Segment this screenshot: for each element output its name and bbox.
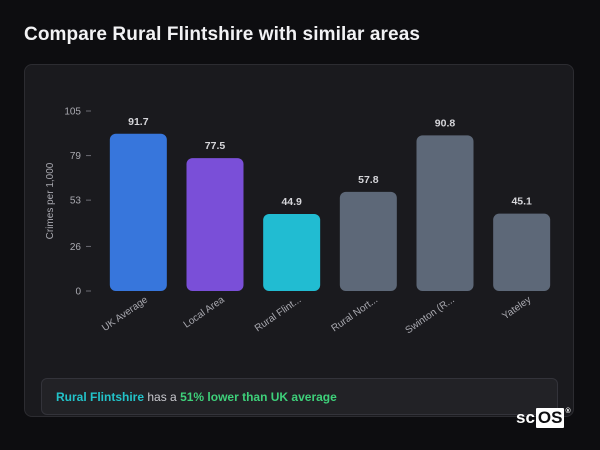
comparison-card: Crimes per 1,000 0 26 53 79 105 91.7 UK Average… [24,64,574,417]
page-title: Compare Rural Flintshire with similar ar… [24,24,421,45]
y-axis-label: Crimes per 1,000 [45,162,56,239]
y-tick-label: 0 [75,287,81,298]
y-tick-label: 79 [70,151,82,162]
data-label: 44.9 [281,196,302,208]
x-tick-label: Swinton (R... [404,294,457,336]
x-tick-label: Yateley [500,294,533,322]
brand-logo: sc OS ® [516,408,571,428]
brand-logo-boxed: OS [535,408,565,428]
summary-banner: Rural Flintshire has a 51% lower than UK… [41,378,558,415]
x-tick-label: UK Average [100,294,150,334]
data-label: 90.8 [435,117,456,129]
crime-bar-chart: Crimes per 1,000 0 26 53 79 105 91.7 UK Average… [45,107,551,336]
bar [186,158,244,291]
summary-stat: 51% lower than UK average [180,389,337,404]
x-tick-label: Local Area [182,294,227,330]
y-tick-label: 105 [64,107,81,118]
bar [339,191,397,291]
x-tick-label: Rural Nort... [330,294,380,334]
y-tick-label: 53 [70,196,82,207]
summary-connector-text: has a [147,389,177,404]
data-label: 45.1 [511,196,532,208]
data-label: 77.5 [205,140,226,152]
bar [493,213,551,291]
brand-logo-prefix: sc [516,408,535,427]
data-label: 91.7 [128,116,149,128]
brand-registered-mark: ® [565,408,571,415]
data-label: 57.8 [358,174,379,186]
x-tick-label: Rural Flint... [253,294,303,334]
bar [416,135,474,291]
summary-area-name: Rural Flintshire [56,389,145,404]
y-tick-label: 26 [70,242,82,253]
bar [263,214,321,291]
bar [109,133,167,291]
